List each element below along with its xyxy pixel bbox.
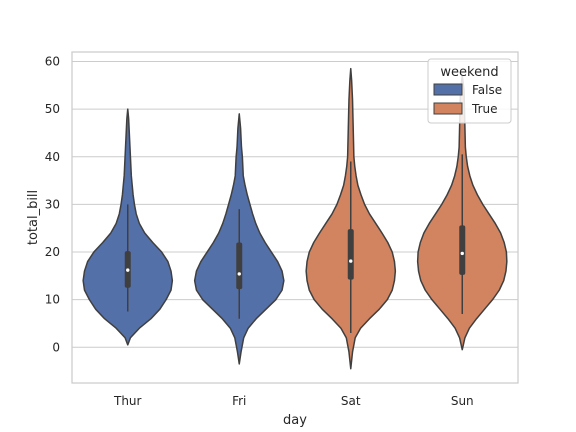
legend: weekend False True	[427, 58, 512, 124]
y-tick-label: 60	[45, 55, 60, 69]
tick-labels: 0 10 20 30 40 50 60 Thur Fri Sat Sun	[45, 55, 474, 408]
y-tick-label: 50	[45, 102, 60, 116]
violins	[82, 67, 508, 370]
iqr-box-sun	[459, 225, 466, 275]
x-tick-label: Thur	[113, 394, 142, 408]
y-tick-label: 0	[52, 340, 60, 354]
median-dot-fri	[237, 272, 241, 276]
y-axis-label: total_bill	[26, 190, 41, 245]
plot-frame	[71, 51, 519, 384]
y-tick-label: 30	[45, 197, 60, 211]
x-tick-label: Sun	[451, 394, 474, 408]
legend-swatch-false	[433, 83, 463, 96]
iqr-box-fri	[236, 242, 243, 290]
legend-swatch-true	[433, 102, 463, 115]
x-tick-label: Fri	[232, 394, 246, 408]
iqr-box-sat	[347, 229, 354, 280]
legend-label-true: True	[471, 102, 498, 116]
legend-entries: False True	[433, 83, 502, 116]
y-tick-label: 40	[45, 150, 60, 164]
x-tick-label: Sat	[341, 394, 361, 408]
y-tick-label: 10	[45, 293, 60, 307]
legend-label-false: False	[472, 83, 502, 97]
median-dot-sat	[349, 259, 353, 263]
y-tick-label: 20	[45, 245, 60, 259]
median-dot-sun	[460, 251, 464, 256]
median-dot-thur	[126, 268, 130, 272]
x-axis-label: day	[283, 413, 307, 428]
legend-title: weekend	[440, 65, 498, 80]
